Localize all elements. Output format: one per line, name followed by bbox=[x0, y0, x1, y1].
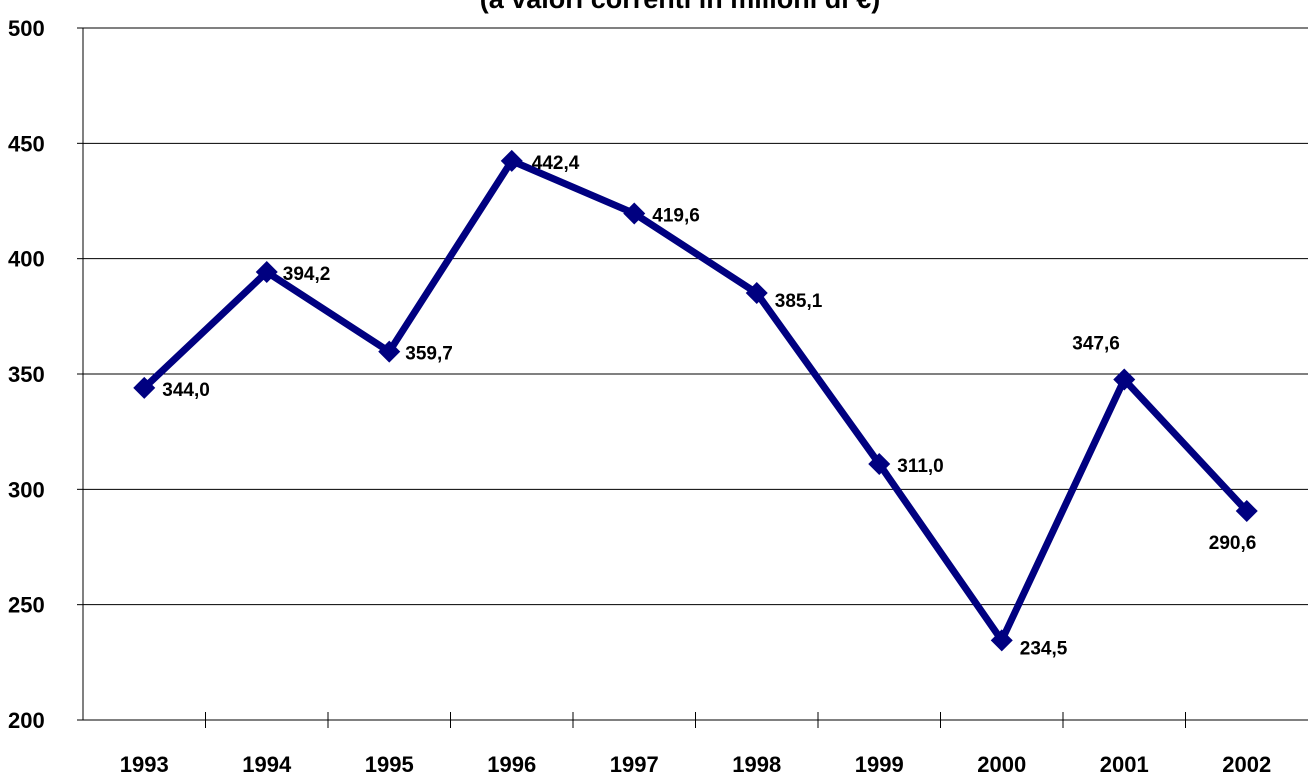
x-tick-label: 1996 bbox=[487, 752, 536, 777]
marker bbox=[378, 340, 401, 363]
x-tick-label: 2001 bbox=[1100, 752, 1149, 777]
data-label: 359,7 bbox=[405, 344, 453, 365]
y-tick-label: 300 bbox=[8, 477, 45, 502]
chart-title: (a valori correnti in milioni di €) bbox=[480, 0, 881, 14]
x-tick-label: 1999 bbox=[855, 752, 904, 777]
x-tick-label: 1994 bbox=[242, 752, 292, 777]
marker bbox=[1113, 368, 1136, 391]
series-line bbox=[141, 157, 1250, 644]
marker bbox=[868, 452, 891, 475]
x-tick-label: 2000 bbox=[977, 752, 1026, 777]
y-tick-label: 450 bbox=[8, 131, 45, 156]
y-tick-label: 500 bbox=[8, 16, 45, 41]
marker bbox=[500, 149, 523, 172]
marker bbox=[133, 376, 156, 399]
data-label: 234,5 bbox=[1020, 638, 1068, 659]
marker bbox=[623, 202, 646, 225]
x-tick-label: 1993 bbox=[120, 752, 169, 777]
data-label: 290,6 bbox=[1209, 533, 1257, 554]
x-tick-label: 1997 bbox=[610, 752, 659, 777]
y-tick-label: 200 bbox=[8, 708, 45, 733]
data-label: 347,6 bbox=[1072, 334, 1120, 355]
data-label: 442,4 bbox=[532, 153, 580, 174]
data-label: 311,0 bbox=[897, 456, 944, 477]
x-tick-label: 1998 bbox=[732, 752, 781, 777]
data-label: 344,0 bbox=[162, 380, 210, 401]
data-label: 419,6 bbox=[652, 205, 700, 226]
data-label: 385,1 bbox=[775, 291, 823, 312]
marker bbox=[745, 282, 768, 305]
x-tick-label: 1995 bbox=[365, 752, 414, 777]
y-tick-label: 400 bbox=[8, 247, 45, 272]
marker bbox=[1235, 500, 1258, 523]
marker bbox=[990, 629, 1013, 652]
y-tick-label: 350 bbox=[8, 362, 45, 387]
data-label: 394,2 bbox=[283, 264, 331, 285]
y-tick-label: 250 bbox=[8, 593, 45, 618]
marker bbox=[255, 261, 278, 284]
x-tick-label: 2002 bbox=[1222, 752, 1271, 777]
